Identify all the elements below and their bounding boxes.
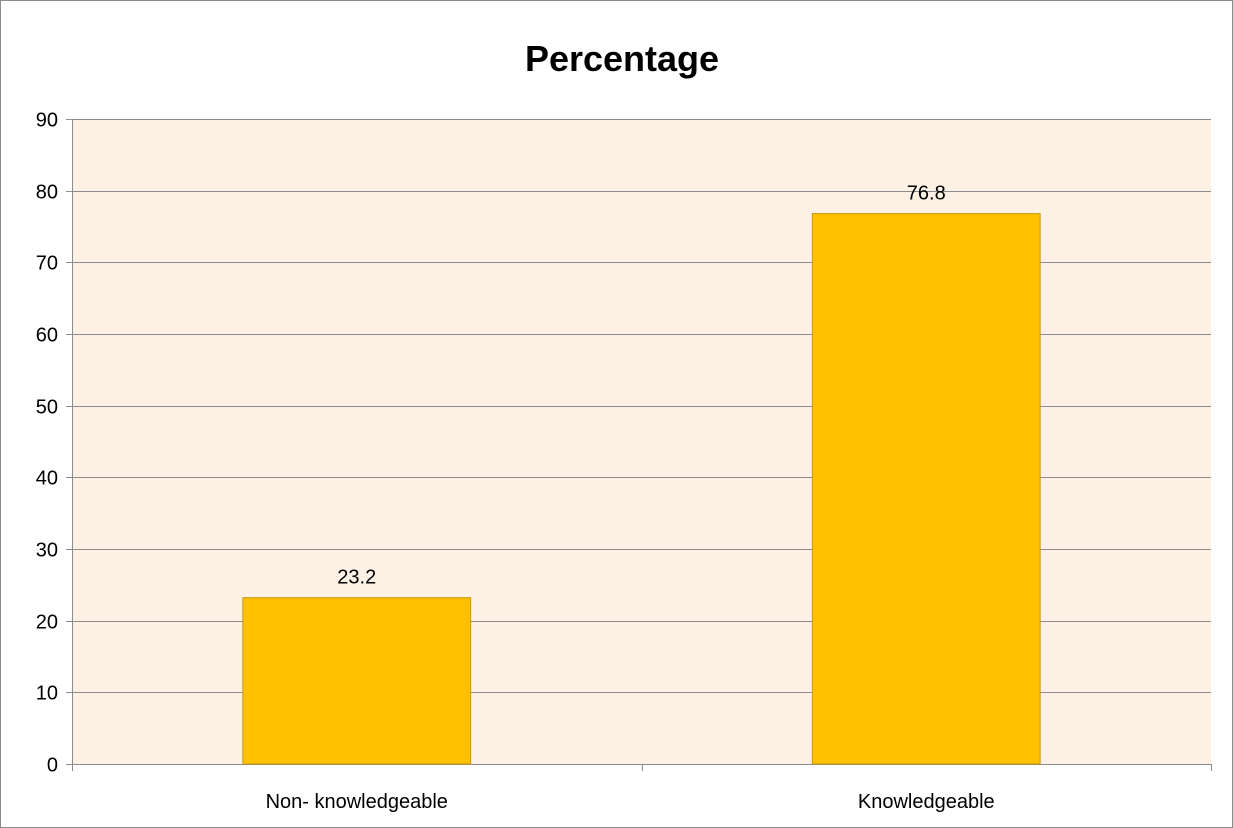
y-tick-label-80: 80 [36, 182, 58, 204]
y-tick-label-20: 20 [36, 612, 58, 634]
y-tick-label-10: 10 [36, 683, 58, 705]
y-tick-label-40: 40 [36, 468, 58, 490]
y-tick-label-30: 30 [36, 540, 58, 562]
x-category-label-1: Non- knowledgeable [266, 791, 448, 813]
y-tick-label-60: 60 [36, 325, 58, 347]
y-tick-label-90: 90 [36, 110, 58, 132]
data-label-1: 23.2 [337, 567, 376, 589]
y-tick-label-70: 70 [36, 253, 58, 275]
bar-1 [242, 597, 472, 765]
y-tick-label-50: 50 [36, 397, 58, 419]
bar-2 [811, 213, 1041, 765]
bars [242, 213, 1041, 765]
y-tick-label-0: 0 [47, 755, 58, 777]
x-category-label-2: Knowledgeable [858, 791, 995, 813]
data-label-2: 76.8 [907, 183, 946, 205]
chart-title: Percentage [525, 38, 719, 79]
labels: 23.2 Non- knowledgeable 76.8 Knowledgeable [266, 183, 995, 813]
